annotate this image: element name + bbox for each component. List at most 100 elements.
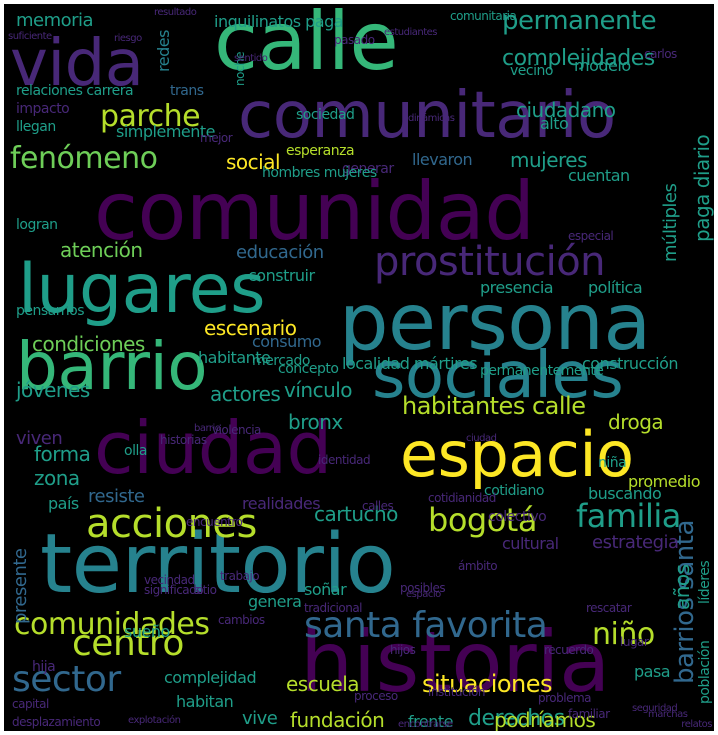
word-89: país: [48, 494, 79, 513]
word-74: mercado: [252, 353, 310, 369]
word-126: familiar: [568, 707, 610, 721]
word-70: cuentan: [568, 166, 630, 185]
word-145: espacio: [406, 589, 441, 600]
word-59: construir: [248, 266, 315, 285]
word-133: trabajo: [220, 569, 260, 583]
word-91: cultural: [502, 534, 559, 553]
word-122: mejor: [200, 131, 233, 145]
word-1: comunidad: [94, 165, 535, 258]
word-142: relatos: [681, 719, 712, 730]
word-3: persona: [339, 278, 651, 368]
word-47: actores: [210, 382, 281, 406]
word-50: múltiples: [660, 183, 681, 262]
word-88: realidades: [242, 494, 321, 513]
word-134: problema: [538, 691, 592, 705]
word-20: familia: [576, 497, 681, 535]
word-83: cotidiano: [484, 483, 544, 499]
word-33: fundación: [290, 708, 385, 731]
word-127: institución: [428, 685, 485, 699]
word-95: genera: [248, 592, 302, 611]
word-32: derechos: [468, 706, 565, 731]
word-4: historia: [300, 613, 611, 711]
word-107: resultado: [154, 7, 197, 18]
word-67: comunitaria: [450, 9, 517, 23]
word-38: mujeres: [510, 148, 588, 172]
word-138: capital: [12, 697, 49, 711]
word-49: paga diario: [690, 134, 714, 242]
word-130: lugar: [620, 635, 649, 649]
word-132: sitio: [194, 583, 217, 597]
word-140: marchas: [648, 709, 688, 720]
word-22: fenómeno: [10, 141, 158, 176]
word-144: ciudad: [466, 433, 497, 444]
word-79: permanentemente: [480, 363, 604, 379]
word-81: hombres mujeres: [262, 165, 377, 181]
word-45: forma: [34, 442, 91, 466]
word-87: niña: [598, 455, 627, 471]
word-112: posibles: [400, 581, 446, 595]
word-11: sociales: [372, 339, 624, 413]
word-108: suficiente: [8, 31, 52, 42]
word-136: desplazamiento: [12, 715, 101, 729]
word-53: presente: [10, 548, 31, 625]
word-64: impacto: [16, 101, 70, 117]
word-84: buscando: [588, 484, 662, 503]
word-41: jóvenes: [16, 378, 90, 402]
word-58: consumo: [252, 332, 322, 351]
word-61: llegan: [16, 119, 56, 135]
word-143: barrio: [194, 423, 221, 434]
word-40: vínculo: [284, 378, 353, 402]
word-52: resiste: [88, 486, 145, 507]
word-86: colectivo: [488, 509, 547, 525]
word-96: habitan: [176, 692, 234, 711]
word-111: vecindad: [144, 573, 195, 587]
word-109: riesgo: [114, 33, 142, 44]
word-117: historias: [160, 433, 207, 447]
word-139: seguridad: [632, 703, 678, 714]
word-73: concepto: [278, 361, 339, 377]
word-85: promedio: [628, 472, 701, 491]
word-80: generar: [342, 161, 394, 177]
word-92: soñar: [304, 580, 347, 599]
word-24: parche: [100, 99, 201, 134]
word-113: significado: [144, 583, 204, 597]
word-72: habitante: [198, 348, 271, 367]
word-115: cambios: [218, 613, 265, 627]
word-44: zona: [34, 466, 80, 490]
word-7: ciudad: [94, 406, 332, 490]
word-36: ciudadano: [516, 98, 616, 122]
word-102: modelo: [574, 56, 631, 75]
word-141: encontrarse: [398, 719, 453, 730]
word-98: pasa: [634, 662, 671, 681]
word-118: identidad: [318, 453, 371, 467]
word-35: memoria: [16, 10, 94, 31]
word-34: escuela: [286, 672, 360, 696]
word-68: esperanza: [286, 143, 355, 159]
word-15: comunidades: [14, 607, 210, 642]
word-27: habitantes calle: [402, 392, 586, 420]
word-56: vive: [242, 708, 278, 729]
word-31: situaciones: [422, 670, 553, 698]
word-110: violencia: [212, 423, 261, 437]
word-99: frente: [408, 712, 453, 731]
word-147: dinámicas: [408, 113, 455, 124]
word-28: condiciones: [32, 332, 145, 356]
word-12: vida: [10, 27, 144, 101]
word-128: hijos: [390, 643, 416, 657]
word-106: sentido: [234, 53, 268, 64]
word-51: años: [670, 564, 694, 610]
word-60: logran: [16, 217, 58, 233]
word-63: simplemente: [116, 122, 216, 141]
word-16: santa favorita: [304, 605, 548, 646]
word-123: ámbito: [458, 559, 498, 573]
word-69: llevaron: [412, 150, 473, 169]
word-97: hija: [32, 659, 56, 675]
word-71: alto: [540, 114, 569, 133]
word-116: cotidianidad: [428, 491, 496, 505]
word-46: podríamos: [494, 708, 596, 731]
word-2: territorio: [40, 517, 396, 612]
word-39: atención: [60, 238, 143, 262]
word-120: calles: [362, 499, 394, 513]
word-78: política: [588, 278, 643, 297]
word-121: especial: [568, 229, 614, 243]
